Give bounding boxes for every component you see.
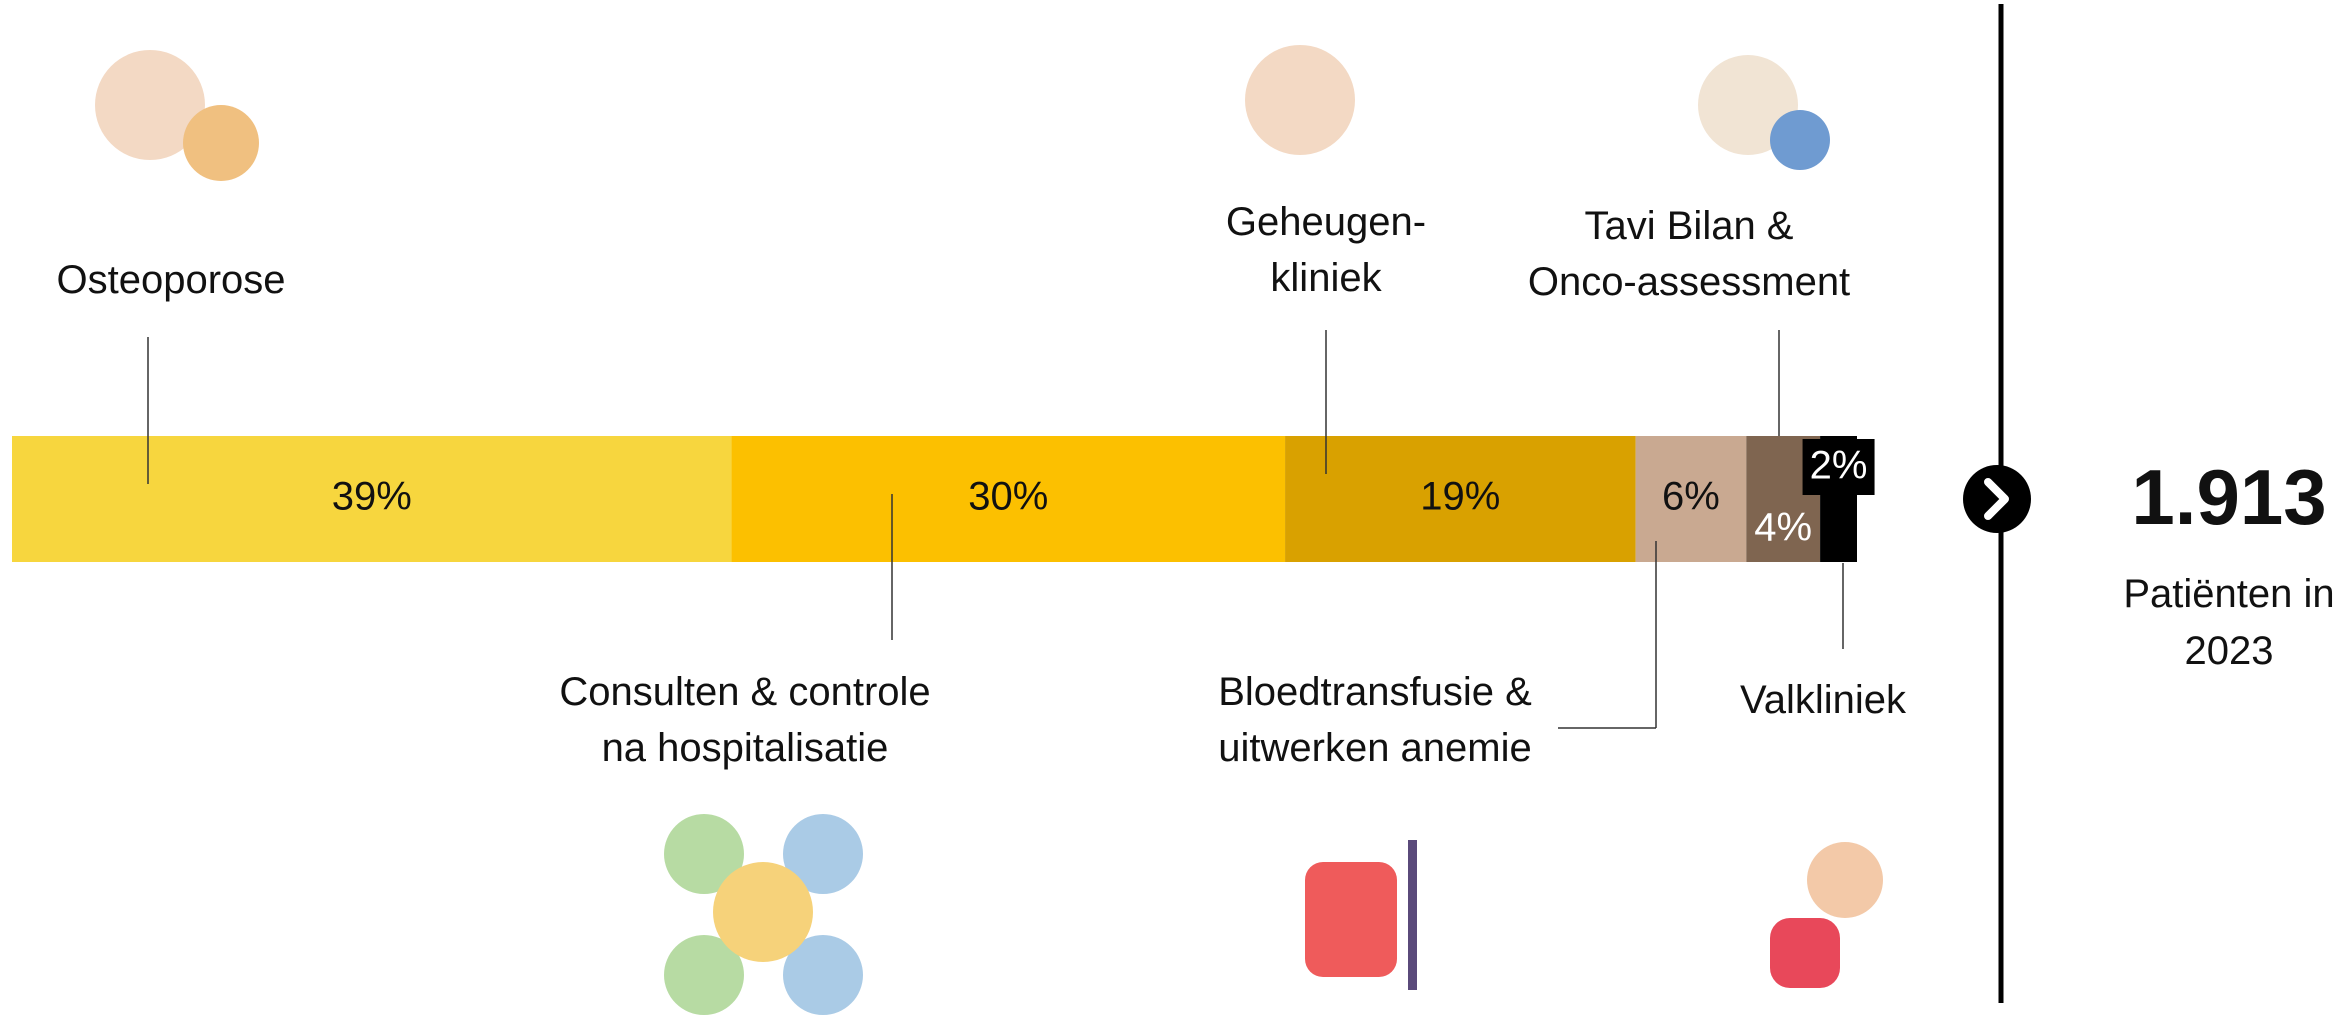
icon xyxy=(1245,45,1355,155)
category-label: Osteoporose xyxy=(0,252,371,308)
icon xyxy=(1408,840,1417,990)
chart-canvas: 39% 30% 19% 6% 4% 2% xyxy=(0,0,2349,1019)
value-label: 4% xyxy=(1754,506,1812,550)
category-label: Valkliniek xyxy=(1673,672,1973,728)
category-label: Bloedtransfusie & uitwerken anemie xyxy=(1185,664,1565,776)
icon xyxy=(713,862,813,962)
category-label: Consulten & controle na hospitalisatie xyxy=(465,664,1025,776)
value-label: 6% xyxy=(1662,475,1720,519)
value-label: 39% xyxy=(332,475,412,519)
icon xyxy=(1770,110,1830,170)
icon xyxy=(183,105,259,181)
value-label: 19% xyxy=(1420,475,1500,519)
icon xyxy=(1770,918,1840,988)
total-caption: Patiënten in 2023 xyxy=(2079,566,2349,680)
value-label: 2% xyxy=(1810,444,1868,488)
chart: 39%30%19%6%4%2% 1.913 Patiënten in 2023 … xyxy=(0,0,2349,1019)
chevron-circle xyxy=(1963,465,2031,533)
total: 1.913 xyxy=(2079,452,2349,543)
icon xyxy=(1305,862,1397,977)
category-label: Tavi Bilan & Onco-assessment xyxy=(1499,198,1879,310)
icon xyxy=(1807,842,1883,918)
value-label: 30% xyxy=(968,475,1048,519)
category-label: Geheugen- kliniek xyxy=(1176,194,1476,306)
